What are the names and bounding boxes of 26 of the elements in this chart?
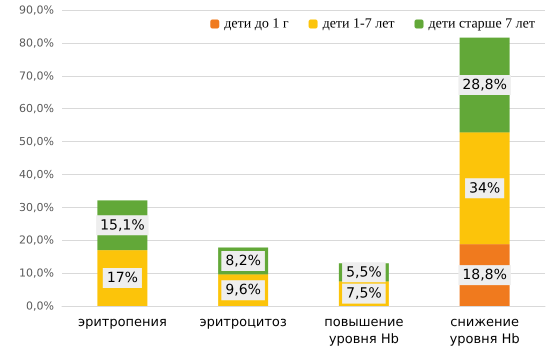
y-tick-label: 40,0% bbox=[19, 168, 54, 181]
x-tick-label: снижение уровня Hb bbox=[450, 315, 520, 347]
y-tick-label: 20,0% bbox=[19, 234, 54, 247]
y-tick-label: 0,0% bbox=[26, 300, 54, 312]
legend-label: дети старше 7 лет bbox=[428, 16, 536, 32]
data-label: 34% bbox=[469, 180, 500, 196]
data-label: 17% bbox=[106, 270, 138, 286]
y-tick-label: 50,0% bbox=[19, 135, 54, 148]
y-tick-label: 80,0% bbox=[19, 36, 54, 50]
data-label: 15,1% bbox=[100, 217, 145, 234]
y-tick-label: 70,0% bbox=[19, 69, 54, 82]
y-tick-label: 90,0% bbox=[19, 4, 54, 16]
legend-label: дети до 1 г bbox=[224, 16, 289, 32]
data-label: 9,6% bbox=[225, 282, 261, 298]
y-tick-label: 30,0% bbox=[19, 200, 54, 214]
x-tick-label: эритроцитоз bbox=[199, 315, 287, 330]
data-label: 7,5% bbox=[346, 286, 382, 302]
y-tick-label: 10,0% bbox=[19, 266, 54, 280]
data-label: 8,2% bbox=[225, 252, 261, 269]
data-label: 18,8% bbox=[462, 267, 507, 284]
y-tick-label: 60,0% bbox=[19, 102, 54, 116]
x-tick-label: повышение уровня Hb bbox=[324, 315, 404, 347]
legend-label: дети 1-7 лет bbox=[322, 16, 395, 32]
data-label: 28,8% bbox=[462, 76, 507, 93]
x-tick-label: эритропения bbox=[78, 315, 167, 330]
data-label: 5,5% bbox=[346, 264, 382, 280]
